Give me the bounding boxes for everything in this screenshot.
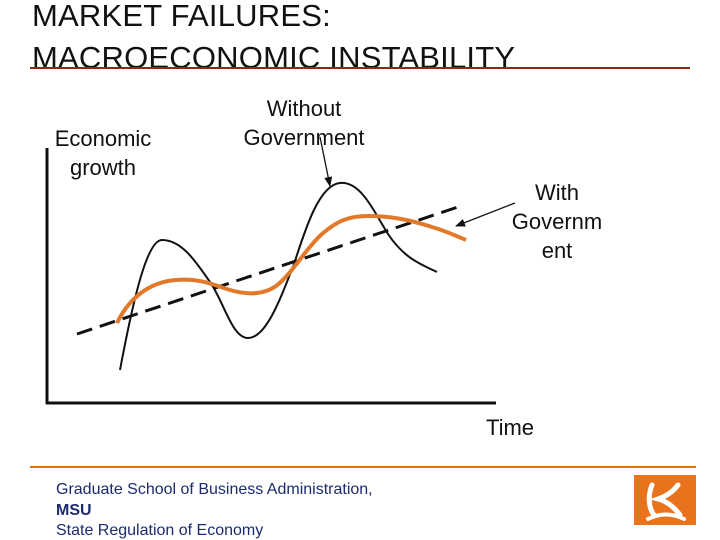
slide-title-line-2: MACROECONOMIC INSTABILITY: [32, 40, 516, 75]
with-government-arrow: [455, 202, 516, 227]
footer-course: State Regulation of Economy: [56, 522, 264, 539]
footer-divider: [30, 466, 696, 468]
trend-line: [76, 203, 465, 336]
with-government-label: With Governm ent: [511, 180, 603, 263]
without-government-arrow: [319, 136, 333, 187]
without-government-label: Without Government: [243, 96, 365, 150]
y-axis-label: Economic growth: [54, 126, 152, 180]
without-government-curve: [119, 181, 438, 371]
title-divider: [30, 67, 690, 69]
slide-title-line-1: MARKET FAILURES:: [32, 0, 331, 33]
logo: [634, 475, 696, 525]
logo-mark-icon: [646, 482, 686, 521]
with-government-curve: [115, 213, 467, 324]
x-axis-label: Time: [485, 415, 535, 440]
growth-diagram: [45, 136, 516, 405]
footer-university: MSU: [56, 502, 92, 519]
footer-institution: Graduate School of Business Administrati…: [56, 481, 373, 498]
